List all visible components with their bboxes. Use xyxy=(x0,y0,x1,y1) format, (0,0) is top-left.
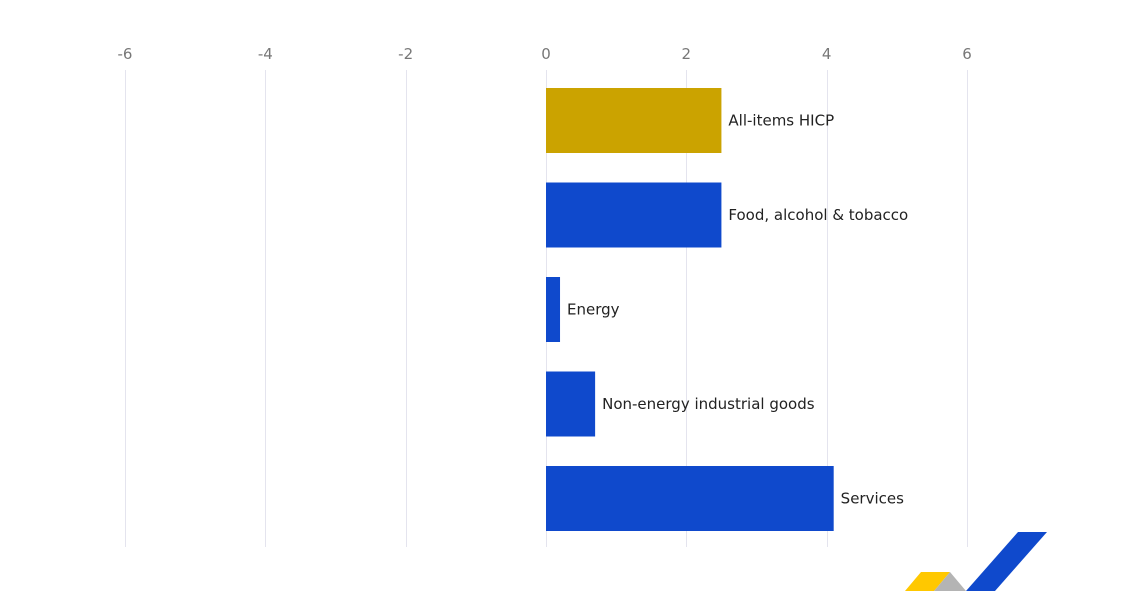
logo-yellow-shape xyxy=(905,572,950,591)
x-tick-label: -6 xyxy=(118,45,133,63)
bar-category-label: Non-energy industrial goods xyxy=(602,395,815,413)
bar-labels: All-items HICP Food, alcohol & tobacco Ene… xyxy=(567,112,908,508)
bar[interactable] xyxy=(546,182,722,248)
x-tick-label: -4 xyxy=(258,45,273,63)
x-tick-label: 2 xyxy=(682,45,692,63)
x-tick-label: 6 xyxy=(962,45,972,63)
x-tick-label: 0 xyxy=(541,45,551,63)
logo-blue-shape xyxy=(966,532,1047,591)
logo-grey-shape xyxy=(934,572,966,591)
bar-category-label: Energy xyxy=(567,301,620,319)
x-tick-label: 4 xyxy=(822,45,832,63)
bar[interactable] xyxy=(546,277,561,342)
bar[interactable] xyxy=(546,371,596,437)
bar-category-label: Food, alcohol & tobacco xyxy=(728,206,908,224)
x-axis-ticks: -6 -4 -2 0 2 4 6 xyxy=(118,45,972,63)
bars xyxy=(546,88,834,531)
x-tick-label: -2 xyxy=(398,45,413,63)
bar-category-label: Services xyxy=(841,490,904,508)
bar[interactable] xyxy=(546,88,722,153)
bar[interactable] xyxy=(546,466,834,531)
bar-category-label: All-items HICP xyxy=(728,112,834,130)
brand-logo xyxy=(905,532,1047,591)
